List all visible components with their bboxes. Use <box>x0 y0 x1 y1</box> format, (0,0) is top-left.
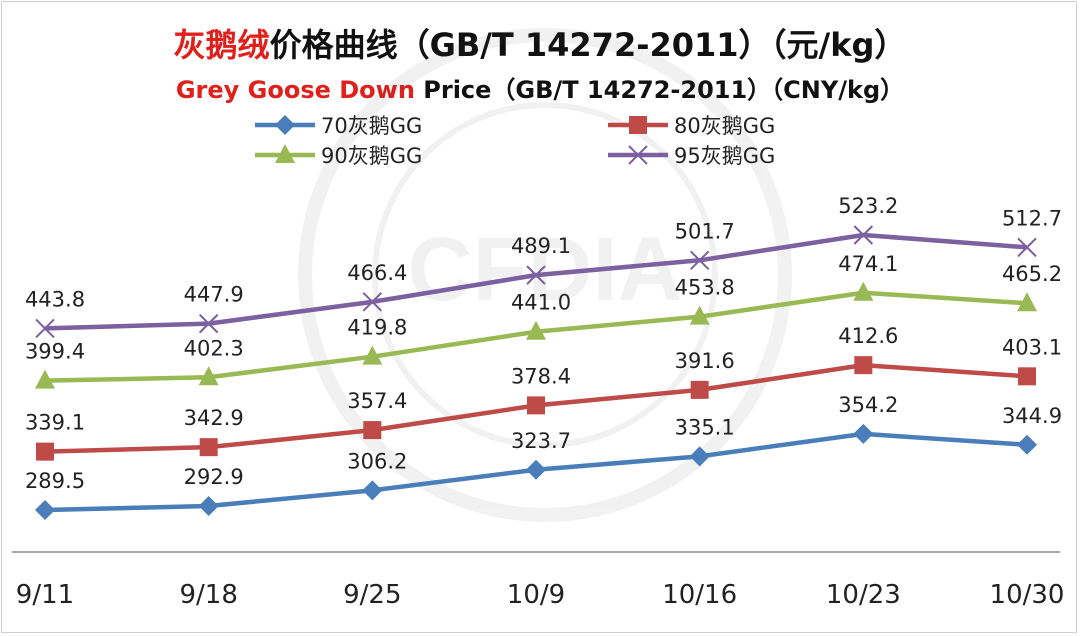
x-tick-label: 10/30 <box>990 580 1065 610</box>
data-point <box>853 225 874 245</box>
chart-subtitle: Grey Goose Down Price（GB/T 14272-2011）（C… <box>0 70 1080 105</box>
data-label: 354.2 <box>838 393 898 417</box>
data-label: 335.1 <box>675 415 735 439</box>
data-point <box>198 495 219 516</box>
legend-item: 90灰鹅GG <box>255 144 422 168</box>
data-label: 447.9 <box>184 283 244 307</box>
data-label: 412.6 <box>838 324 898 348</box>
data-point <box>362 480 383 501</box>
data-label: 419.8 <box>347 316 407 340</box>
x-tick-label: 9/11 <box>16 580 74 610</box>
series-4 <box>35 225 1037 339</box>
data-point <box>363 421 382 440</box>
data-label: 489.1 <box>511 234 571 258</box>
legend-label: 95灰鹅GG <box>674 144 775 168</box>
data-label: 344.9 <box>1002 404 1062 428</box>
legend-marker <box>275 144 295 163</box>
data-point <box>689 446 710 467</box>
data-point <box>1017 434 1037 455</box>
chart-subtitle-highlight: Grey Goose Down <box>175 76 415 104</box>
x-tick-label: 10/23 <box>826 580 901 610</box>
series-2 <box>36 356 1036 461</box>
watermark-seal: CFDIA <box>298 28 792 522</box>
legend-item: 95灰鹅GG <box>608 144 775 168</box>
series-3 <box>35 281 1037 389</box>
x-tick-label: 10/16 <box>662 580 737 610</box>
data-label: 466.4 <box>347 261 407 285</box>
data-point <box>527 396 545 415</box>
data-label: 441.0 <box>511 291 571 315</box>
data-label: 306.2 <box>347 449 407 473</box>
data-point <box>198 366 219 386</box>
chart-title-highlight: 灰鹅绒 <box>173 26 270 64</box>
data-label: 403.1 <box>1002 335 1062 359</box>
data-label: 357.4 <box>347 389 407 413</box>
data-label: 465.2 <box>1002 262 1062 286</box>
legend-marker <box>628 145 648 165</box>
data-point <box>36 442 54 461</box>
data-label: 474.1 <box>838 252 898 276</box>
x-tick-label: 9/25 <box>343 580 401 610</box>
series-1 <box>35 423 1037 520</box>
data-point <box>199 438 218 457</box>
data-label: 391.6 <box>675 349 735 373</box>
data-point <box>689 305 710 325</box>
data-label: 501.7 <box>675 219 735 243</box>
legend-label: 90灰鹅GG <box>321 144 422 168</box>
legend-item: 80灰鹅GG <box>608 114 775 138</box>
legend-label: 70灰鹅GG <box>321 114 422 138</box>
data-point <box>198 313 219 334</box>
data-point <box>35 318 55 339</box>
data-label: 292.9 <box>184 465 244 489</box>
data-point <box>362 292 383 312</box>
legend-marker <box>275 115 295 135</box>
data-point <box>853 281 874 301</box>
data-point <box>35 500 55 520</box>
data-label: 399.4 <box>25 340 85 364</box>
data-label: 339.1 <box>25 411 85 435</box>
data-point <box>526 265 546 285</box>
data-point <box>853 423 874 444</box>
x-tick-label: 9/18 <box>179 580 237 610</box>
data-labels-layer: 289.5 292.9 306.2 323.7 335.1 354.2 344.9 339.1… <box>25 194 1062 493</box>
data-label: 342.9 <box>184 406 244 430</box>
data-label: 378.4 <box>511 364 571 388</box>
data-label: 512.7 <box>1002 206 1062 230</box>
chart-title: 灰鹅绒价格曲线（GB/T 14272-2011）（元/kg） <box>0 20 1080 66</box>
data-point <box>1017 237 1037 258</box>
data-point <box>526 320 546 340</box>
legend-marker <box>629 116 647 134</box>
series-layer <box>35 225 1037 520</box>
legend-label: 80灰鹅GG <box>674 114 775 138</box>
data-point <box>35 369 55 389</box>
data-point <box>526 459 546 480</box>
x-axis-ticks: 9/11 9/18 9/25 10/9 10/16 10/23 10/30 <box>16 580 1065 610</box>
data-point <box>1018 367 1036 386</box>
svg-text:CFDIA: CFDIA <box>408 220 683 320</box>
data-label: 323.7 <box>511 429 571 453</box>
data-label: 453.8 <box>675 276 735 300</box>
data-point <box>854 356 873 375</box>
data-label: 443.8 <box>25 287 85 311</box>
data-label: 289.5 <box>25 469 85 493</box>
data-point <box>1017 292 1037 312</box>
legend-item: 70灰鹅GG <box>255 114 422 138</box>
legend: 70灰鹅GG 80灰鹅GG 90灰鹅GG 95灰鹅GG <box>255 114 775 168</box>
data-label: 523.2 <box>838 194 898 218</box>
data-point <box>690 380 709 399</box>
data-label: 402.3 <box>184 336 244 360</box>
x-tick-label: 10/9 <box>507 580 565 610</box>
data-point <box>689 250 710 271</box>
chart-subtitle-rest: Price（GB/T 14272-2011）（CNY/kg） <box>414 76 905 104</box>
data-point <box>362 345 383 365</box>
chart-title-rest: 价格曲线（GB/T 14272-2011）（元/kg） <box>269 26 907 64</box>
